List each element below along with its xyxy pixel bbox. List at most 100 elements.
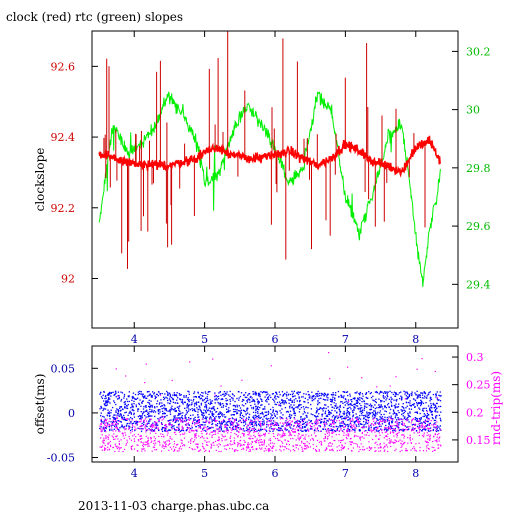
offset-point [277,423,279,425]
roundtrip-point [377,447,379,449]
roundtrip-point [199,450,201,452]
roundtrip-point [418,420,420,422]
offset-point [286,423,288,425]
roundtrip-point [416,368,418,370]
offset-point [418,407,420,409]
roundtrip-point [188,431,190,433]
offset-point [359,403,361,405]
offset-point [380,418,383,420]
offset-point [174,429,176,431]
roundtrip-point [113,433,115,435]
offset-point [303,422,305,425]
offset-point [257,394,260,396]
roundtrip-point [350,423,352,425]
offset-point [355,413,357,415]
offset-point [217,423,219,425]
roundtrip-point [175,446,177,448]
offset-point [171,396,173,399]
offset-point [426,413,429,415]
offset-point [432,403,435,405]
offset-point [281,425,283,427]
roundtrip-point [320,444,322,446]
offset-point [344,412,346,414]
offset-point [363,405,366,407]
roundtrip-point [402,421,404,424]
offset-point [254,420,256,423]
offset-point [123,418,125,420]
offset-point [348,419,350,421]
offset-point [430,398,433,401]
roundtrip-point [270,425,272,427]
offset-point [236,409,238,411]
roundtrip-point [237,445,239,447]
roundtrip-point [131,424,133,426]
offset-point [178,406,180,408]
offset-point [249,430,251,432]
offset-point [248,393,250,395]
offset-point [197,408,199,410]
offset-point [228,394,230,396]
offset-point [406,426,408,428]
offset-point [103,400,105,402]
x-tick-label: 7 [342,333,349,346]
offset-point [276,410,278,412]
offset-point [392,409,395,411]
roundtrip-point [263,433,265,435]
roundtrip-point [333,420,335,422]
offset-point [104,395,107,398]
offset-point [189,418,191,420]
offset-point [310,403,312,406]
offset-point [188,401,190,403]
offset-point [331,416,334,418]
offset-point [185,395,187,397]
offset-point [396,426,398,428]
offset-point [353,409,355,411]
offset-point [408,395,410,397]
roundtrip-point [233,437,235,439]
offset-point [385,428,387,430]
offset-point [439,400,442,402]
offset-point [132,422,135,424]
offset-point [99,408,101,410]
roundtrip-point [351,430,353,432]
roundtrip-point [350,443,352,445]
roundtrip-point [286,424,288,427]
roundtrip-point [134,440,136,442]
offset-point [438,394,440,396]
roundtrip-point [406,429,408,431]
roundtrip-point [275,449,277,451]
offset-point [107,394,109,396]
offset-point [424,419,427,421]
roundtrip-point [370,448,372,450]
roundtrip-point [368,447,370,449]
roundtrip-point [269,446,271,448]
offset-point [272,422,274,424]
offset-point [161,405,163,407]
offset-point [336,411,338,413]
roundtrip-point [169,436,171,438]
roundtrip-point [269,449,271,451]
offset-point [281,402,283,404]
offset-point [366,397,368,399]
roundtrip-point [221,420,223,422]
roundtrip-point [268,432,270,434]
roundtrip-point [101,434,103,436]
offset-point [373,427,375,429]
offset-point [377,422,379,424]
roundtrip-point [248,446,250,449]
offset-point [102,428,104,430]
offset-point [330,400,332,402]
offset-point [358,392,360,395]
offset-point [152,422,154,424]
offset-point [435,430,438,432]
offset-point [282,401,284,403]
roundtrip-point [405,428,407,430]
roundtrip-point [410,430,413,432]
offset-point [206,398,209,400]
roundtrip-point [349,431,351,433]
roundtrip-point [314,427,316,429]
roundtrip-point [190,439,192,441]
offset-point [109,428,111,430]
roundtrip-point [381,421,384,423]
roundtrip-point [180,421,182,423]
